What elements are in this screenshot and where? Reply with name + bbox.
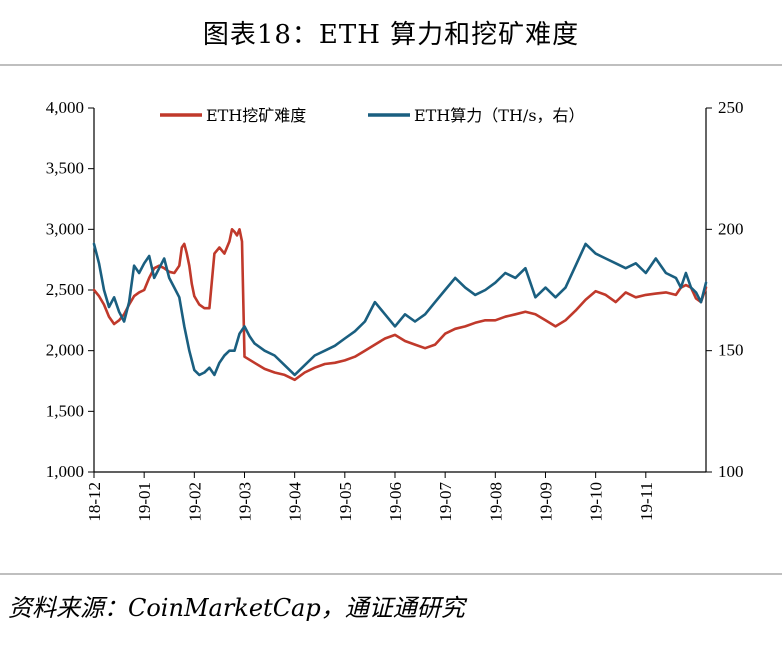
hashrate-series-line	[92, 242, 708, 377]
x-tick-label: 19-05	[336, 482, 355, 522]
x-tick-label: 19-01	[135, 482, 154, 522]
left-y-tick-label: 1,500	[46, 401, 84, 420]
title-divider	[0, 64, 782, 66]
x-tick-label: 19-09	[536, 482, 555, 522]
left-y-tick-label: 2,000	[46, 341, 84, 360]
x-tick-label: 19-10	[587, 482, 606, 522]
x-tick-label: 19-06	[386, 482, 405, 522]
x-tick-label: 19-07	[436, 482, 455, 522]
axes-layer: 1,000 1,500 2,000 2,500 3,000 3,500 4,000 100 15…	[46, 98, 744, 522]
right-y-tick-label: 100	[718, 462, 744, 481]
difficulty-series-line	[92, 228, 708, 382]
legend: ETH挖矿难度 ETH算力（TH/s，右）	[160, 106, 585, 125]
source-divider	[0, 573, 782, 575]
source-note: 资料来源：CoinMarketCap，通证通研究	[8, 594, 465, 622]
right-y-tick-label: 250	[718, 98, 744, 117]
left-y-tick-label: 3,500	[46, 159, 84, 178]
legend-hashrate-label: ETH算力（TH/s，右）	[414, 106, 585, 125]
right-y-tick-label: 200	[718, 219, 744, 238]
right-y-tick-label: 150	[718, 341, 744, 360]
x-tick-label: 19-02	[185, 482, 204, 522]
left-y-tick-label: 3,000	[46, 219, 84, 238]
x-tick-label: 19-03	[235, 482, 254, 522]
figure-title: 图表18：ETH 算力和挖矿难度	[202, 20, 580, 50]
x-tick-label: 19-04	[286, 482, 305, 522]
legend-difficulty-label: ETH挖矿难度	[206, 106, 306, 125]
x-tick-label: 19-11	[637, 482, 656, 521]
left-y-tick-label: 1,000	[46, 462, 84, 481]
x-tick-label: 19-08	[486, 482, 505, 522]
left-y-tick-label: 4,000	[46, 98, 84, 117]
x-tick-label: 18-12	[85, 482, 104, 522]
series-layer	[92, 228, 708, 382]
left-y-tick-label: 2,500	[46, 280, 84, 299]
